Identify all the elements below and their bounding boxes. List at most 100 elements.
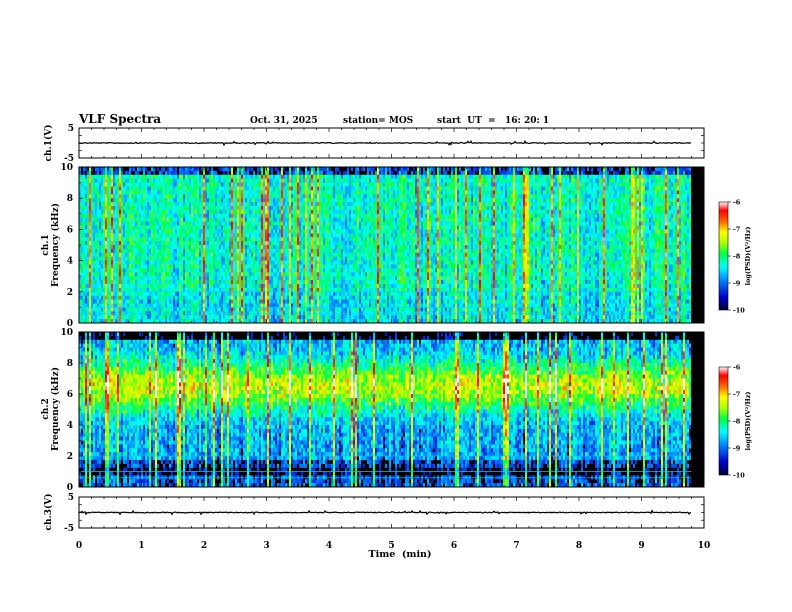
sp1-cell — [129, 186, 131, 191]
sp1-cell — [179, 209, 181, 215]
sp1-cell — [211, 213, 213, 218]
sp1-cell — [225, 237, 227, 242]
sp1-cell — [175, 190, 177, 195]
sp1-cell — [283, 221, 285, 226]
sp1-cell — [139, 217, 141, 222]
sp1-cell — [89, 307, 91, 312]
sp1-cell — [307, 237, 309, 242]
sp1-cell — [281, 229, 283, 234]
sp1-cell — [91, 174, 93, 179]
sp1-cell — [107, 241, 109, 246]
sp1-cell — [87, 213, 89, 218]
sp1-cell — [271, 190, 273, 195]
sp1-cell — [87, 276, 89, 281]
sp1-cell — [151, 315, 153, 320]
sp1-cell — [113, 178, 115, 183]
sp1-cell — [295, 237, 297, 242]
sp1-cell — [231, 319, 233, 324]
sp1-cell — [311, 276, 313, 281]
sp1-cell — [265, 248, 267, 254]
sp1-cell — [255, 260, 257, 265]
sp1-cell — [289, 272, 291, 277]
sp1-cell — [175, 264, 177, 269]
sp1-cell — [265, 174, 267, 179]
sp1-cell — [307, 256, 309, 261]
sp1-cell — [273, 252, 275, 257]
sp1-cell — [293, 245, 295, 250]
sp1-cell — [171, 280, 173, 285]
sp1-cell — [219, 186, 221, 191]
sp1-cell — [295, 221, 297, 226]
sp1-cell — [145, 229, 147, 234]
sp1-cell — [169, 268, 171, 273]
sp1-cell — [199, 221, 201, 226]
sp1-cell — [303, 229, 305, 234]
sp1-cell — [191, 303, 193, 308]
sp1-cell — [295, 213, 297, 218]
sp1-cell — [97, 280, 99, 285]
sp1-cell — [215, 307, 217, 312]
sp1-cell — [141, 245, 143, 250]
sp1-cell — [307, 260, 309, 265]
sp1-cell — [119, 167, 121, 172]
sp1-cell — [251, 319, 253, 324]
sp1-cell — [221, 194, 223, 199]
sp1-cell — [183, 264, 185, 269]
sp1-cell — [135, 299, 137, 304]
sp1-cell — [295, 303, 297, 308]
sp1-cell — [315, 284, 317, 289]
sp1-cell — [215, 291, 217, 296]
sp1-cell — [187, 237, 189, 242]
sp1-cell — [131, 307, 133, 312]
sp1-cell — [203, 307, 205, 312]
sp1-cell — [315, 307, 317, 312]
sp1-cell — [311, 221, 313, 226]
sp1-cell — [257, 221, 259, 226]
sp1-cell — [267, 237, 269, 242]
sp1-cell — [257, 291, 259, 296]
sp1-cell — [135, 198, 137, 203]
sp1-cell — [161, 209, 163, 215]
sp1-cell — [143, 217, 145, 222]
sp1-cell — [137, 264, 139, 269]
sp1-cell — [255, 217, 257, 222]
sp1-cell — [125, 225, 127, 230]
sp1-cell — [83, 280, 85, 285]
sp1-cell — [179, 315, 181, 320]
sp1-cell — [107, 268, 109, 273]
sp1-cell — [325, 264, 327, 269]
sp1-cell — [249, 319, 251, 324]
sp1-cell — [213, 213, 215, 218]
sp1-cell — [321, 241, 323, 246]
sp1-cell — [171, 186, 173, 191]
sp1-cell — [89, 233, 91, 238]
sp1-cell — [325, 268, 327, 273]
sp1-cell — [277, 260, 279, 265]
sp1-cell — [275, 260, 277, 265]
sp1-cell — [193, 268, 195, 273]
sp1-cell — [121, 291, 123, 296]
sp1-cell — [123, 206, 125, 211]
sp1-cell — [135, 190, 137, 195]
sp1-cell — [157, 315, 159, 320]
sp1-cell — [233, 194, 235, 199]
sp1-cell — [85, 315, 87, 320]
sp1-cell — [115, 198, 117, 203]
sp1-cell — [153, 241, 155, 246]
sp1-cell — [95, 233, 97, 238]
sp1-cell — [241, 202, 243, 207]
sp1-cell — [115, 284, 117, 289]
sp1-cell — [231, 209, 233, 215]
sp1-cell — [303, 303, 305, 308]
sp1-cell — [121, 272, 123, 277]
sp1-cell — [131, 217, 133, 222]
sp1-cell — [215, 206, 217, 211]
sp1-cell — [147, 225, 149, 230]
sp1-cell — [165, 319, 167, 324]
sp1-cell — [317, 284, 319, 289]
sp1-cell — [113, 291, 115, 296]
sp1-cell — [173, 178, 175, 183]
sp1-cell — [147, 217, 149, 222]
sp1-cell — [297, 248, 299, 254]
sp1-cell — [199, 237, 201, 242]
